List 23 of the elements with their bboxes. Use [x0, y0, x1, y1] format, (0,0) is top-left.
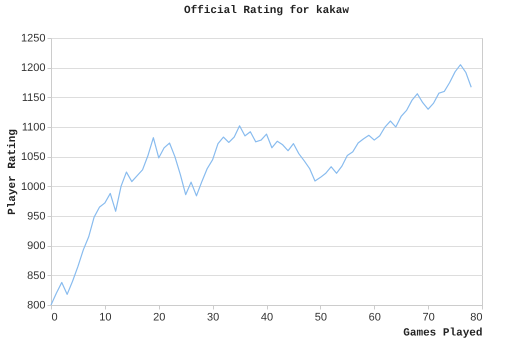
y-tick-label: 850: [27, 270, 46, 282]
y-tick-label: 900: [27, 240, 46, 252]
y-tick-label: 950: [27, 210, 46, 222]
x-tick-label: 80: [470, 312, 482, 324]
y-tick-label: 1050: [21, 151, 46, 164]
y-tick-label: 1250: [21, 32, 46, 44]
x-tick-label: 50: [314, 312, 327, 324]
x-tick-label: 0: [52, 312, 58, 324]
x-tick-label: 70: [422, 312, 435, 324]
x-tick-label: 20: [153, 312, 166, 324]
y-tick-label: 800: [27, 300, 46, 312]
chart-title: Official Rating for kakaw: [184, 4, 350, 17]
y-axis-title: Player Rating: [7, 129, 20, 215]
x-tick-label: 40: [260, 312, 274, 324]
y-tick-label: 1000: [21, 180, 46, 193]
x-tick-label: 10: [99, 312, 112, 324]
y-tick-label: 1150: [22, 92, 46, 104]
y-tick-label: 1100: [22, 122, 46, 134]
line-series: [50, 64, 472, 306]
x-tick-label: 30: [207, 312, 220, 324]
x-axis-title: Games Played: [403, 328, 482, 340]
y-tick-label: 1200: [21, 62, 46, 74]
x-tick-label: 60: [368, 312, 381, 324]
